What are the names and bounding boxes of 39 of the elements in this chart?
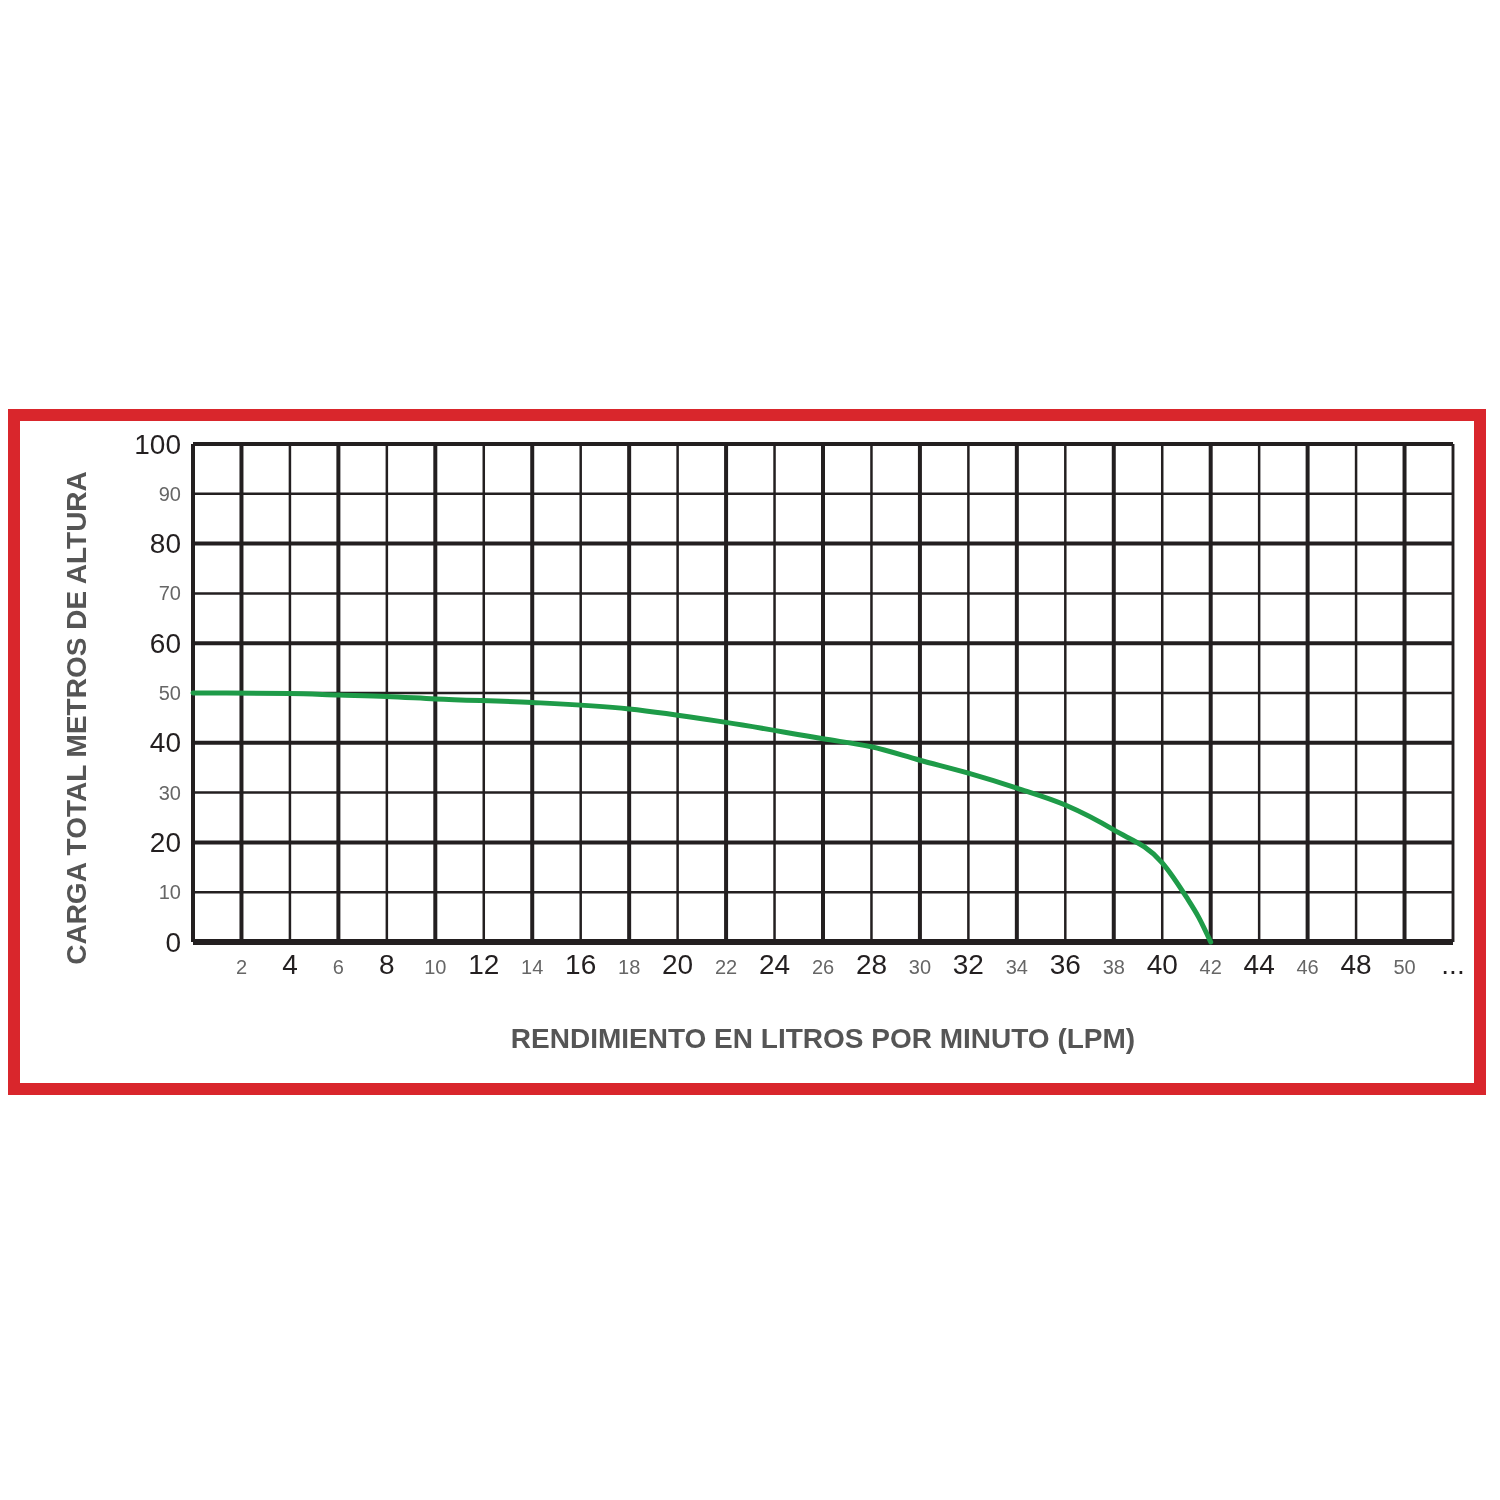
x-tick-label: 2 [235, 956, 248, 978]
x-tick-label: 20 [662, 949, 694, 980]
x-tick-label: 14 [521, 956, 544, 978]
x-tick-label: 18 [618, 956, 641, 978]
x-tick-label: 40 [1146, 949, 1178, 980]
x-tick-label: 36 [1049, 949, 1081, 980]
x-tick-label: 6 [332, 956, 344, 978]
y-tick-label: 50 [158, 682, 181, 704]
y-tick-label: 100 [134, 428, 181, 460]
y-axis-title: CARGA TOTAL METROS DE ALTURA [61, 471, 92, 965]
x-tick-label: 26 [811, 956, 835, 978]
x-tick-label: 32 [952, 949, 984, 980]
y-tick-label: 0 [165, 926, 181, 958]
x-tick-label: 8 [379, 949, 395, 980]
y-tick-label: 30 [158, 781, 181, 804]
y-tick-label: 20 [149, 826, 181, 858]
y-tick-label: 90 [158, 482, 181, 505]
x-tick-label: 48 [1340, 949, 1372, 980]
x-axis-title: RENDIMIENTO EN LITROS POR MINUTO (LPM) [510, 1023, 1136, 1054]
x-tick-label: 34 [1005, 956, 1028, 978]
x-tick-label: 46 [1296, 956, 1319, 978]
y-tick-label: 60 [149, 627, 181, 659]
x-tick-label: 22 [714, 956, 738, 978]
x-tick-label: 24 [758, 949, 791, 980]
x-tick-label: ... [1441, 949, 1465, 980]
x-tick-label: 38 [1102, 956, 1125, 978]
x-tick-label: 50 [1393, 956, 1416, 978]
x-tick-label: 16 [565, 949, 597, 980]
y-tick-label: 70 [158, 582, 181, 605]
x-tick-label: 44 [1243, 949, 1275, 980]
x-tick-label: 10 [424, 956, 447, 978]
y-tick-label: 40 [149, 727, 181, 759]
y-tick-label: 10 [158, 881, 181, 904]
x-tick-label: 42 [1199, 956, 1222, 978]
x-tick-label: 12 [468, 949, 500, 980]
x-tick-label: 4 [282, 949, 298, 980]
y-tick-label: 80 [149, 528, 181, 560]
x-tick-label: 28 [855, 949, 888, 980]
x-tick-label: 30 [908, 956, 932, 978]
